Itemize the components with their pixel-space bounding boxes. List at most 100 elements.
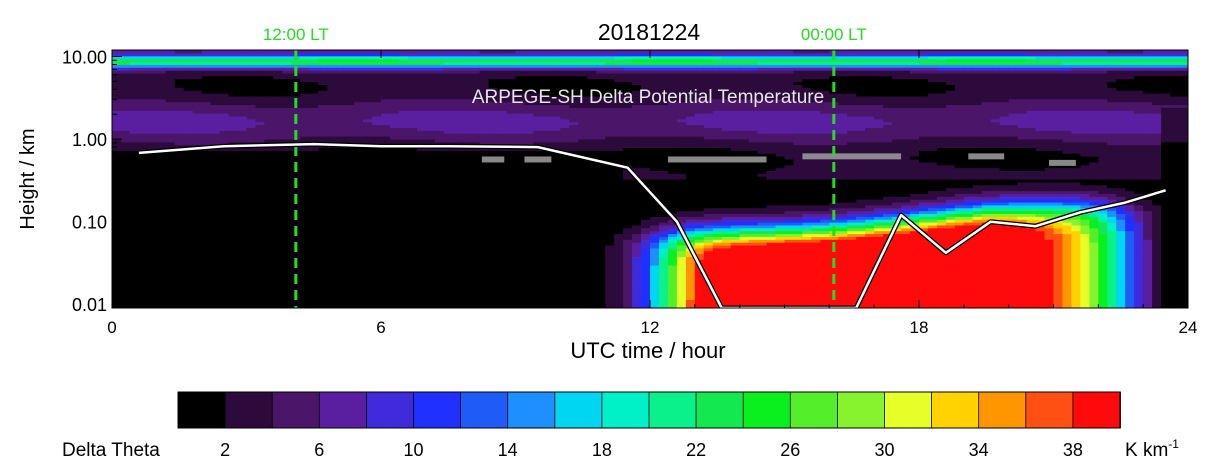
field-cell bbox=[112, 233, 122, 237]
field-cell bbox=[129, 201, 140, 206]
field-cell bbox=[497, 50, 508, 54]
field-cell bbox=[246, 173, 257, 177]
field-cell bbox=[174, 236, 185, 240]
field-cell bbox=[201, 199, 212, 203]
field-cell bbox=[120, 179, 131, 183]
field-cell bbox=[147, 259, 158, 263]
field-cell bbox=[300, 222, 310, 226]
field-cell bbox=[165, 64, 176, 68]
field-cell bbox=[237, 230, 248, 235]
field-cell bbox=[282, 176, 292, 180]
field-cell bbox=[183, 150, 194, 154]
field-cell bbox=[264, 101, 274, 106]
field-cell bbox=[138, 104, 149, 108]
field-cell bbox=[210, 181, 221, 186]
field-cell bbox=[300, 127, 310, 131]
field-cell bbox=[228, 107, 239, 111]
field-cell bbox=[120, 262, 131, 266]
field-cell bbox=[147, 78, 158, 83]
field-cell bbox=[246, 187, 257, 192]
field-cell bbox=[138, 282, 149, 286]
field-cell bbox=[210, 167, 221, 171]
field-cell bbox=[309, 113, 319, 117]
field-cell bbox=[165, 190, 176, 194]
field-cell bbox=[156, 279, 167, 283]
field-cell bbox=[255, 121, 266, 126]
field-cell bbox=[246, 136, 257, 140]
field-cell bbox=[192, 302, 203, 306]
field-cell bbox=[246, 84, 257, 88]
field-cell bbox=[300, 75, 310, 80]
field-cell bbox=[318, 179, 328, 183]
field-cell bbox=[183, 201, 194, 206]
field-cell bbox=[282, 299, 292, 303]
field-cell bbox=[156, 290, 167, 295]
field-cell bbox=[237, 187, 248, 192]
field-cell bbox=[318, 104, 328, 108]
field-cell bbox=[138, 204, 149, 209]
field-cell bbox=[138, 210, 149, 214]
field-cell bbox=[120, 81, 131, 85]
field-cell bbox=[228, 244, 239, 249]
field-cell bbox=[165, 187, 176, 192]
field-cell bbox=[273, 222, 283, 226]
field-cell bbox=[246, 121, 257, 126]
field-cell bbox=[210, 158, 221, 163]
field-cell bbox=[273, 247, 283, 252]
field-cell bbox=[219, 230, 230, 235]
field-cell bbox=[255, 236, 266, 240]
field-cell bbox=[138, 67, 149, 71]
field-cell bbox=[210, 64, 221, 68]
field-cell bbox=[300, 70, 310, 74]
field-cell bbox=[120, 107, 131, 111]
field-cell bbox=[138, 64, 149, 68]
field-cell bbox=[192, 127, 203, 131]
field-cell bbox=[201, 265, 212, 269]
field-cell bbox=[174, 78, 185, 83]
field-cell bbox=[219, 136, 230, 140]
field-cell bbox=[273, 187, 283, 192]
field-cell bbox=[309, 147, 319, 151]
field-cell bbox=[309, 262, 319, 266]
field-cell bbox=[273, 302, 283, 306]
field-cell bbox=[228, 296, 239, 300]
field-cell bbox=[219, 67, 230, 71]
field-cell bbox=[282, 133, 292, 137]
field-cell bbox=[201, 141, 212, 146]
field-cell bbox=[156, 193, 167, 197]
field-cell bbox=[246, 199, 257, 203]
field-cell bbox=[246, 133, 257, 137]
field-cell bbox=[129, 133, 140, 137]
field-cell bbox=[174, 253, 185, 257]
field-cell bbox=[129, 239, 140, 243]
field-cell bbox=[201, 130, 212, 134]
field-cell bbox=[156, 250, 167, 255]
field-cell bbox=[228, 95, 239, 100]
field-cell bbox=[201, 219, 212, 223]
field-cell bbox=[147, 265, 158, 269]
field-cell bbox=[147, 58, 158, 63]
field-cell bbox=[309, 302, 319, 306]
field-cell bbox=[120, 138, 131, 143]
field-cell bbox=[183, 204, 194, 209]
field-cell bbox=[309, 107, 319, 111]
field-cell bbox=[255, 201, 266, 206]
field-cell bbox=[309, 287, 319, 292]
field-cell bbox=[309, 222, 319, 226]
field-cell bbox=[112, 216, 122, 220]
field-cell bbox=[183, 302, 194, 306]
field-cell bbox=[309, 158, 319, 163]
field-cell bbox=[336, 50, 346, 54]
field-cell bbox=[273, 273, 283, 278]
field-cell bbox=[201, 233, 212, 237]
field-cell bbox=[129, 158, 140, 163]
field-cell bbox=[309, 90, 319, 94]
field-cell bbox=[120, 239, 131, 243]
field-cell bbox=[147, 104, 158, 108]
field-cell bbox=[237, 161, 248, 166]
field-cell bbox=[300, 227, 310, 232]
field-cell bbox=[192, 282, 203, 286]
field-cell bbox=[192, 210, 203, 214]
field-cell bbox=[291, 138, 301, 143]
field-cell bbox=[291, 127, 301, 131]
